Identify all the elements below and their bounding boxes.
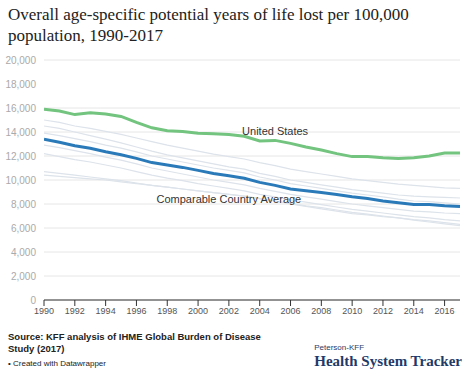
html-text:Overall age-specific potential: Overall age-specific potential years of …	[8, 5, 409, 45]
svg-text:2000: 2000	[188, 306, 208, 316]
svg-text:10,000: 10,000	[8, 175, 36, 186]
svg-text:0: 0	[30, 295, 36, 306]
svg-text:2002: 2002	[219, 306, 239, 316]
svg-text:2016: 2016	[435, 306, 455, 316]
svg-text:2004: 2004	[250, 306, 270, 316]
svg-text:Comparable Country Average: Comparable Country Average	[157, 193, 302, 205]
html-text:Source: KFF analysis of IHME G: Source: KFF analysis of IHME Global Burd…	[8, 331, 261, 354]
svg-text:6,000: 6,000	[11, 223, 36, 234]
svg-text:1994: 1994	[96, 306, 116, 316]
svg-text:2,000: 2,000	[11, 271, 36, 282]
svg-text:2006: 2006	[281, 306, 301, 316]
svg-text:2014: 2014	[404, 306, 424, 316]
html-text:Health System Tracker: Health System Tracker	[314, 353, 462, 369]
html-text:• Created with Datawrapper: • Created with Datawrapper	[8, 359, 106, 368]
svg-text:1998: 1998	[157, 306, 177, 316]
html-text:Peterson-KFF: Peterson-KFF	[314, 343, 364, 352]
svg-text:14,000: 14,000	[8, 127, 36, 138]
svg-text:2008: 2008	[311, 306, 331, 316]
svg-text:1990: 1990	[34, 306, 54, 316]
svg-text:20,000: 20,000	[8, 55, 36, 66]
svg-text:16,000: 16,000	[8, 103, 36, 114]
svg-text:1996: 1996	[126, 306, 146, 316]
svg-text:1992: 1992	[65, 306, 85, 316]
svg-text:12,000: 12,000	[8, 151, 36, 162]
svg-text:United States: United States	[242, 125, 309, 137]
svg-text:2010: 2010	[342, 306, 362, 316]
svg-text:18,000: 18,000	[8, 79, 36, 90]
svg-text:4,000: 4,000	[11, 247, 36, 258]
svg-text:8,000: 8,000	[11, 199, 36, 210]
svg-text:2012: 2012	[373, 306, 393, 316]
